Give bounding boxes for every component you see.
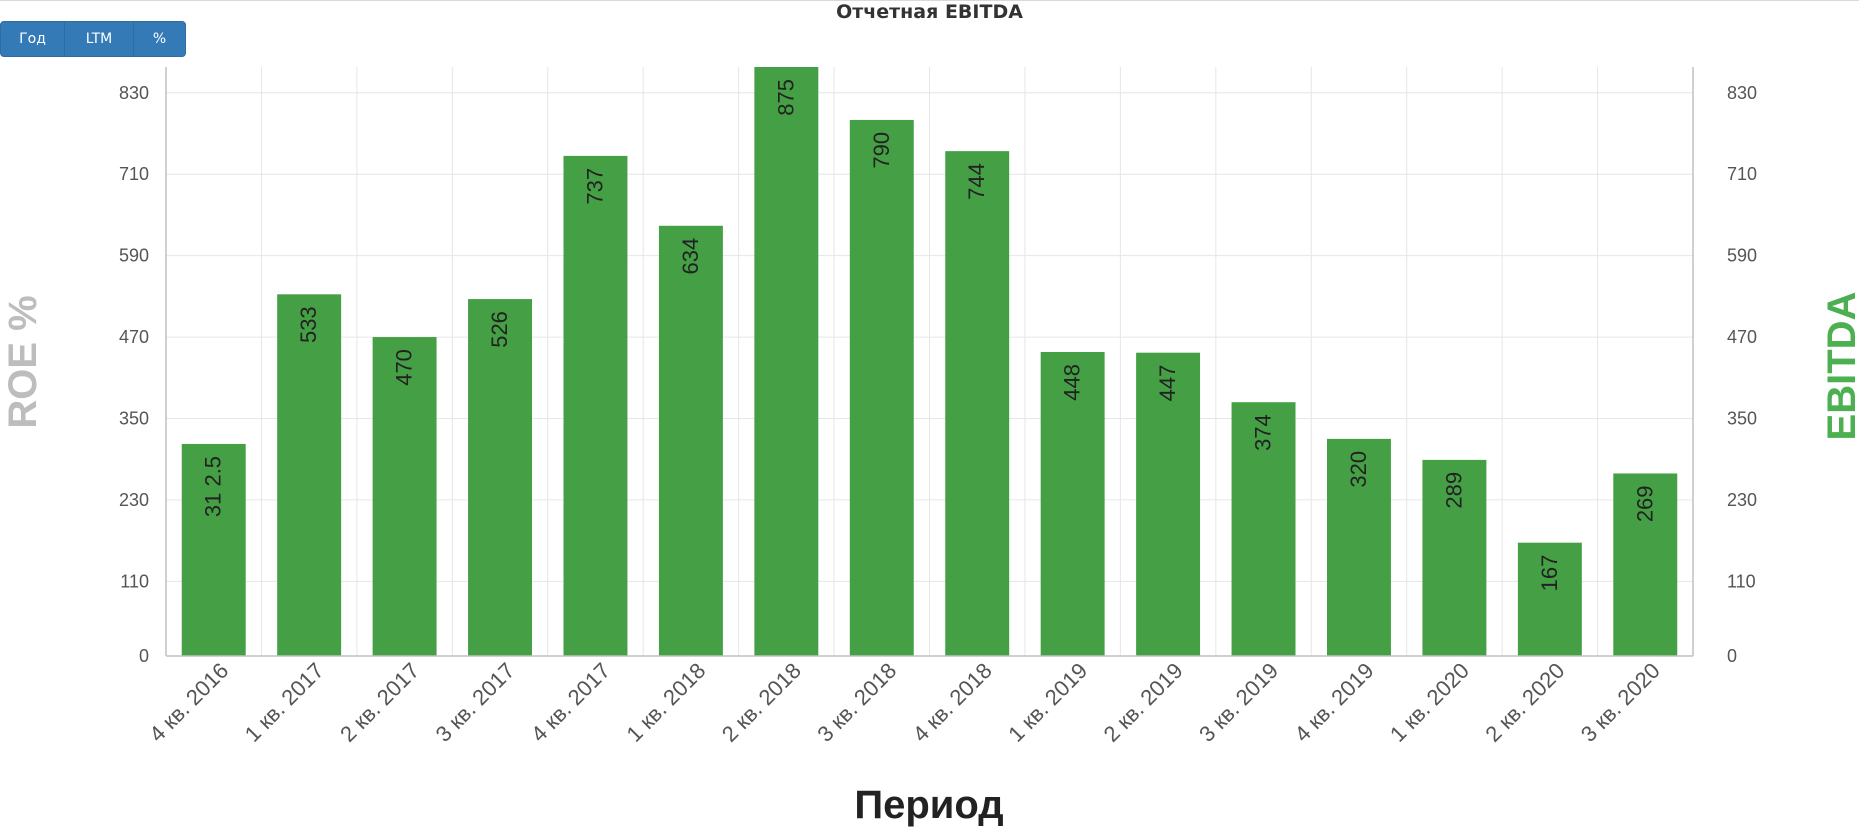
bar bbox=[1613, 473, 1678, 656]
bar-data-label: 167 bbox=[1537, 555, 1562, 592]
x-axis-title: Период bbox=[854, 783, 1003, 827]
bar-data-label: 634 bbox=[678, 238, 703, 275]
bar bbox=[1231, 402, 1296, 656]
bar-data-label: 470 bbox=[392, 349, 417, 386]
period-toggle-group: Год LTM % bbox=[0, 21, 186, 57]
ltm-button[interactable]: LTM bbox=[64, 21, 134, 57]
y-tick-label-right: 350 bbox=[1727, 409, 1757, 429]
bar bbox=[1422, 459, 1487, 656]
bar-data-label: 790 bbox=[869, 132, 894, 169]
x-tick-label: 3 кв. 2019 bbox=[1194, 658, 1283, 747]
bar-data-label: 269 bbox=[1632, 485, 1657, 522]
y-tick-label-right: 110 bbox=[1727, 571, 1756, 591]
x-tick-label: 3 кв. 2020 bbox=[1576, 658, 1665, 747]
bar bbox=[1517, 542, 1582, 656]
y-tick-label-left: 470 bbox=[119, 327, 149, 347]
x-tick-label: 1 кв. 2019 bbox=[1003, 658, 1092, 747]
x-tick-label: 1 кв. 2017 bbox=[240, 658, 329, 747]
x-tick-label: 2 кв. 2018 bbox=[717, 658, 806, 747]
bar-data-label: 31 2.5 bbox=[201, 456, 226, 517]
x-tick-label: 2 кв. 2020 bbox=[1480, 658, 1569, 747]
bar bbox=[468, 299, 533, 656]
bar-data-label: 447 bbox=[1155, 365, 1180, 402]
bar-data-label: 448 bbox=[1060, 364, 1085, 401]
bar-data-label: 320 bbox=[1346, 451, 1371, 488]
y-tick-label-left: 230 bbox=[119, 490, 149, 510]
x-tick-label: 3 кв. 2018 bbox=[812, 658, 901, 747]
bar-data-label: 374 bbox=[1251, 414, 1276, 451]
bar bbox=[277, 294, 342, 656]
bar-data-label: 875 bbox=[773, 79, 798, 116]
y-axis-title-left: ROE % bbox=[1, 295, 45, 428]
x-tick-label: 4 кв. 2018 bbox=[908, 658, 997, 747]
y-axis-title-right: EBITDA bbox=[1820, 292, 1859, 441]
bar-data-label: 533 bbox=[296, 306, 321, 343]
x-tick-label: 4 кв. 2016 bbox=[144, 658, 233, 747]
bar-data-label: 737 bbox=[582, 168, 607, 205]
x-tick-label: 2 кв. 2017 bbox=[335, 658, 424, 747]
bar-data-label: 744 bbox=[964, 163, 989, 200]
y-tick-label-left: 830 bbox=[119, 83, 149, 103]
x-tick-label: 2 кв. 2019 bbox=[1099, 658, 1188, 747]
y-tick-label-left: 0 bbox=[139, 646, 149, 666]
bar bbox=[658, 225, 723, 657]
bar bbox=[372, 337, 437, 656]
bar bbox=[563, 155, 628, 656]
bar-data-label: 526 bbox=[487, 311, 512, 348]
chart-title: Отчетная EBITDA bbox=[836, 1, 1023, 23]
bar bbox=[754, 67, 819, 656]
x-tick-label: 3 кв. 2017 bbox=[431, 658, 520, 747]
x-tick-label: 1 кв. 2018 bbox=[621, 658, 710, 747]
x-tick-label: 4 кв. 2017 bbox=[526, 658, 615, 747]
y-tick-label-right: 590 bbox=[1727, 246, 1757, 266]
y-tick-label-left: 350 bbox=[119, 409, 149, 429]
bar bbox=[849, 119, 914, 656]
bar bbox=[945, 151, 1010, 656]
y-tick-label-left: 710 bbox=[119, 164, 149, 184]
percent-button[interactable]: % bbox=[133, 21, 186, 57]
x-tick-label: 4 кв. 2019 bbox=[1290, 658, 1379, 747]
y-tick-label-right: 830 bbox=[1727, 83, 1757, 103]
y-tick-label-right: 230 bbox=[1727, 490, 1757, 510]
top-divider bbox=[0, 0, 1859, 1]
bar bbox=[181, 443, 246, 656]
y-tick-label-right: 470 bbox=[1727, 327, 1757, 347]
y-tick-label-right: 710 bbox=[1727, 164, 1757, 184]
y-tick-label-left: 590 bbox=[119, 246, 149, 266]
y-tick-label-left: 110 bbox=[120, 571, 149, 591]
bar bbox=[1040, 352, 1105, 656]
bar bbox=[1136, 352, 1201, 656]
y-tick-label-right: 0 bbox=[1727, 646, 1737, 666]
x-tick-label: 1 кв. 2020 bbox=[1385, 658, 1474, 747]
bar bbox=[1326, 438, 1391, 656]
bar-data-label: 289 bbox=[1441, 472, 1466, 509]
